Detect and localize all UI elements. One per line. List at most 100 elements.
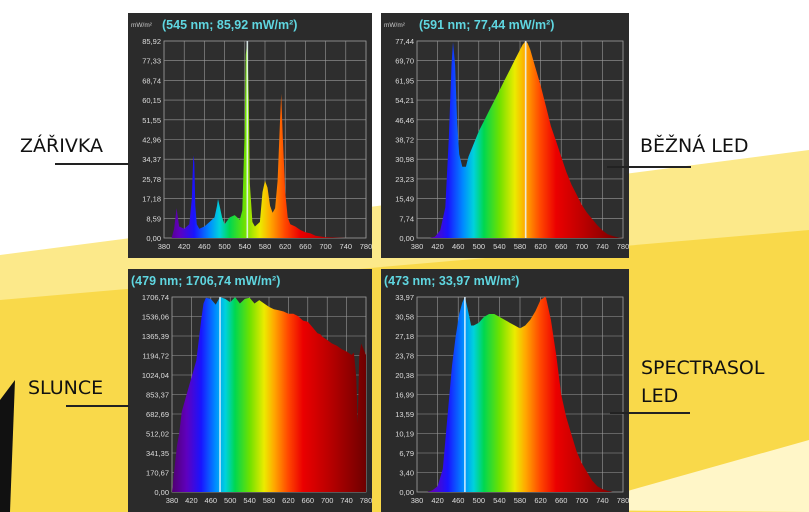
x-tick-label: 380 (411, 496, 424, 505)
x-tick-label: 540 (493, 496, 506, 505)
y-tick-label: 69,70 (395, 57, 414, 66)
y-tick-label: 61,95 (395, 76, 414, 85)
leader-slunce (66, 405, 129, 407)
x-tick-label: 740 (340, 242, 353, 251)
y-tick-label: 1365,39 (142, 332, 169, 341)
y-tick-label: 3,40 (399, 469, 414, 478)
x-tick-label: 620 (282, 496, 295, 505)
spectrum-area (417, 296, 623, 492)
x-tick-label: 460 (205, 496, 218, 505)
x-tick-label: 420 (431, 496, 444, 505)
y-tick-label: 13,59 (395, 410, 414, 419)
spectrum-area (164, 41, 366, 238)
y-tick-label: 853,37 (146, 391, 169, 400)
x-tick-label: 580 (514, 496, 527, 505)
x-tick-label: 660 (555, 242, 568, 251)
y-tick-label: 0,00 (399, 488, 414, 497)
y-tick-label: 7,74 (399, 214, 414, 223)
leader-zarivka (55, 163, 129, 165)
bezna-led-chart: 77,44 69,70 61,95 54,21 46,46 38,72 30,98 23,23… (381, 13, 629, 258)
unit-label: mW/m² (384, 22, 406, 29)
x-tick-label: 380 (411, 242, 424, 251)
x-tick-label: 700 (576, 242, 589, 251)
y-tick-label: 512,02 (146, 430, 169, 439)
y-tick-label: 77,33 (142, 57, 161, 66)
x-tick-label: 620 (279, 242, 292, 251)
readout-label: (545 nm; 85,92 mW/m²) (162, 18, 297, 32)
y-tick-label: 1706,74 (142, 293, 169, 302)
readout-label: (473 nm; 33,97 mW/m²) (384, 274, 519, 288)
x-tick-label: 540 (243, 496, 256, 505)
slunce-svg: 1706,74 1536,06 1365,39 1194,72 1024,04 853,3… (131, 274, 372, 505)
y-tick-label: 682,69 (146, 410, 169, 419)
y-tick-label: 33,97 (395, 293, 414, 302)
y-tick-label: 38,72 (395, 136, 414, 145)
zarivka-svg: 85,92 77,33 68,74 60,15 51,55 42,96 34,37 25,78… (131, 18, 372, 251)
x-tick-label: 500 (473, 496, 486, 505)
y-tick-label: 30,98 (395, 155, 414, 164)
label-bezna-led: BĚŽNÁ LED (640, 135, 749, 157)
x-tick-label: 500 (473, 242, 486, 251)
label-slunce: SLUNCE (28, 377, 104, 399)
x-tick-label: 700 (319, 242, 332, 251)
y-tick-label: 16,99 (395, 391, 414, 400)
y-tick-label: 54,21 (395, 96, 414, 105)
x-tick-label: 500 (224, 496, 237, 505)
y-tick-label: 85,92 (142, 37, 161, 46)
x-tick-label: 660 (555, 496, 568, 505)
y-tick-label: 27,18 (395, 332, 414, 341)
x-tick-label: 660 (302, 496, 315, 505)
y-tick-label: 6,79 (399, 449, 414, 458)
y-tick-label: 46,46 (395, 116, 414, 125)
y-tick-label: 68,74 (142, 76, 161, 85)
x-tick-label: 460 (452, 242, 465, 251)
x-tick-label: 700 (576, 496, 589, 505)
x-tick-label: 580 (263, 496, 276, 505)
x-tick-label: 740 (340, 496, 353, 505)
x-tick-label: 460 (198, 242, 211, 251)
y-tick-label: 23,23 (395, 175, 414, 184)
x-tick-label: 420 (431, 242, 444, 251)
y-tick-label: 1536,06 (142, 313, 169, 322)
y-tick-label: 0,00 (146, 234, 161, 243)
zarivka-chart: 85,92 77,33 68,74 60,15 51,55 42,96 34,37 25,78… (128, 13, 372, 258)
y-tick-label: 34,37 (142, 155, 161, 164)
spectrum-area (417, 41, 623, 238)
label-spectrasol-2: LED (641, 385, 679, 407)
label-zarivka: ZÁŘIVKA (20, 135, 103, 157)
y-tick-label: 77,44 (395, 37, 414, 46)
y-tick-label: 17,18 (142, 195, 161, 204)
y-tick-label: 20,38 (395, 371, 414, 380)
readout-label: (479 nm; 1706,74 mW/m²) (131, 274, 280, 288)
y-tick-label: 10,19 (395, 430, 414, 439)
y-tick-label: 60,15 (142, 96, 161, 105)
readout-label: (591 nm; 77,44 mW/m²) (419, 18, 554, 32)
y-tick-label: 1194,72 (142, 352, 169, 361)
bezna_led-svg: 77,44 69,70 61,95 54,21 46,46 38,72 30,98 23,23… (384, 18, 629, 251)
x-tick-label: 620 (534, 496, 547, 505)
y-tick-label: 170,67 (146, 469, 169, 478)
spectrasol-led-chart: 33,97 30,58 27,18 23,78 20,38 16,99 13,59 10,19… (381, 269, 629, 512)
x-tick-label: 780 (360, 496, 372, 505)
leader-bezna-led (607, 166, 691, 168)
x-tick-label: 620 (534, 242, 547, 251)
x-tick-label: 580 (514, 242, 527, 251)
x-tick-label: 700 (321, 496, 334, 505)
y-tick-label: 42,96 (142, 136, 161, 145)
x-tick-label: 380 (158, 242, 171, 251)
x-tick-label: 780 (617, 496, 629, 505)
slunce-chart: 1706,74 1536,06 1365,39 1194,72 1024,04 853,3… (128, 269, 372, 512)
x-tick-label: 660 (299, 242, 312, 251)
x-tick-label: 500 (218, 242, 231, 251)
y-tick-label: 25,78 (142, 175, 161, 184)
x-tick-label: 420 (178, 242, 191, 251)
y-tick-label: 15,49 (395, 195, 414, 204)
y-tick-label: 30,58 (395, 313, 414, 322)
y-tick-label: 341,35 (146, 449, 169, 458)
y-tick-label: 0,00 (154, 488, 169, 497)
y-tick-label: 1024,04 (142, 371, 169, 380)
dark-wedge-left (0, 380, 15, 512)
x-tick-label: 380 (166, 496, 179, 505)
spectrasol_led-svg: 33,97 30,58 27,18 23,78 20,38 16,99 13,59 10,19… (384, 274, 629, 505)
unit-label: mW/m² (131, 22, 153, 29)
